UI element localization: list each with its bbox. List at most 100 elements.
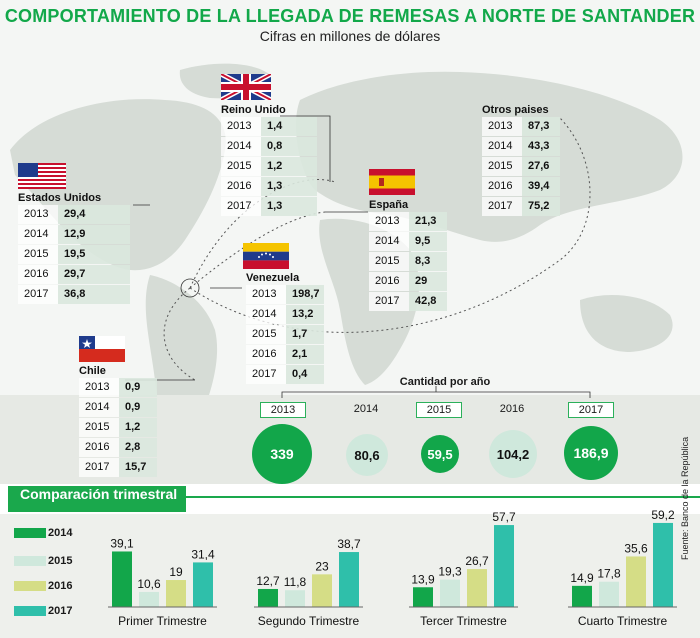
bar-2016-q4 — [626, 556, 646, 607]
country-name: Otros paises — [482, 104, 549, 116]
bar-label-2017-q4: 59,2 — [651, 508, 675, 522]
country-name: Estados Unidos — [18, 192, 102, 204]
table-row: 2015 27,6 — [482, 157, 560, 176]
table-row: 2014 9,5 — [369, 232, 447, 251]
annual-year-2015: 2015 — [416, 402, 462, 418]
country-box-otros-paises: Otros paises 2013 87,3 2014 43,3 2015 27,6 … — [482, 103, 560, 217]
annual-circle-2014: 80,6 — [346, 434, 388, 476]
annual-year-2016: 2016 — [499, 403, 525, 415]
country-name: Reino Unido — [221, 104, 286, 116]
legend-label-2017: 2017 — [48, 605, 73, 617]
table-row: 2014 12,9 — [18, 225, 130, 244]
annual-year-2014: 2014 — [353, 403, 379, 415]
table-row: 2017 75,2 — [482, 197, 560, 216]
bar-2015-q4 — [599, 581, 619, 607]
bar-label-2016-q2: 23 — [315, 559, 329, 573]
bar-label-2014-q3: 13,9 — [411, 572, 435, 586]
bar-label-2014-q4: 14,9 — [570, 571, 594, 585]
bar-2015-q3 — [440, 579, 460, 607]
usa-flag-icon — [18, 163, 66, 189]
bar-label-2015-q3: 19,3 — [438, 565, 462, 579]
country-box-reino-unido: Reino Unido 2013 1,4 2014 0,8 2015 1,2 2016… — [221, 103, 317, 217]
quarterly-divider — [186, 496, 700, 498]
bar-2016-q3 — [467, 569, 487, 607]
venezuela-flag-icon — [243, 243, 289, 269]
bar-2014-q1 — [112, 551, 132, 607]
bar-2014-q3 — [413, 587, 433, 607]
table-row: 2014 13,2 — [246, 305, 324, 324]
bar-label-2017-q3: 57,7 — [492, 510, 516, 524]
bar-label-2015-q2: 11,8 — [284, 575, 307, 589]
table-row: 2015 19,5 — [18, 245, 130, 264]
bar-2016-q1 — [166, 580, 186, 607]
bar-2015-q2 — [285, 590, 305, 607]
legend-label-2016: 2016 — [48, 580, 73, 592]
table-row: 2016 29,7 — [18, 265, 130, 284]
table-row: 2017 0,4 — [246, 365, 324, 384]
country-box-estados-unidos: Estados Unidos 2013 29,4 2014 12,9 2015 19,… — [18, 191, 130, 305]
bar-label-2017-q2: 38,7 — [337, 537, 361, 551]
bar-label-2016-q3: 26,7 — [465, 554, 489, 568]
table-row: 2015 1,2 — [221, 157, 317, 176]
table-row: 2013 198,7 — [246, 285, 324, 304]
page-title: COMPORTAMIENTO DE LA LLEGADA DE REMESAS … — [4, 6, 696, 26]
country-name: Venezuela — [246, 272, 300, 284]
bar-2017-q3 — [494, 525, 514, 607]
bar-label-2016-q4: 35,6 — [624, 541, 648, 555]
bar-2016-q2 — [312, 574, 332, 607]
quarterly-title: Comparación trimestral — [8, 486, 186, 512]
annual-year-2013: 2013 — [260, 402, 306, 418]
chile-flag-icon — [79, 336, 125, 362]
annual-circle-2013: 339 — [252, 424, 312, 484]
page-subtitle: Cifras en millones de dólares — [259, 28, 441, 44]
country-name: Chile — [79, 365, 106, 377]
bar-label-2016-q1: 19 — [169, 565, 183, 579]
country-name: España — [369, 199, 409, 211]
category-label-q3: Tercer Trimestre — [420, 614, 507, 628]
table-row: 2016 2,1 — [246, 345, 324, 364]
annual-circle-2015: 59,5 — [421, 435, 459, 473]
legend-swatch-2016 — [14, 581, 46, 591]
annual-circle-2017: 186,9 — [564, 426, 618, 480]
table-row: 2017 15,7 — [79, 458, 157, 477]
bar-2014-q2 — [258, 588, 278, 607]
category-label-q4: Cuarto Trimestre — [578, 614, 668, 628]
table-row: 2015 1,2 — [79, 418, 157, 437]
table-row: 2014 0,9 — [79, 398, 157, 417]
table-row: 2014 0,8 — [221, 137, 317, 156]
table-row: 2016 39,4 — [482, 177, 560, 196]
table-row: 2013 1,4 — [221, 117, 317, 136]
bar-label-2015-q1: 10,6 — [137, 577, 161, 591]
table-row: 2014 43,3 — [482, 137, 560, 156]
bar-2017-q4 — [653, 522, 673, 607]
annual-year-2017: 2017 — [568, 402, 614, 418]
table-row: 2016 29 — [369, 272, 447, 291]
table-row: 2017 1,3 — [221, 197, 317, 216]
country-box-venezuela: Venezuela 2013 198,7 2014 13,2 2015 1,7 201… — [246, 271, 324, 385]
bar-2014-q4 — [572, 585, 592, 607]
table-row: 2017 36,8 — [18, 285, 130, 304]
bar-label-2015-q4: 17,8 — [597, 567, 621, 581]
bar-label-2014-q2: 12,7 — [256, 574, 280, 588]
category-label-q2: Segundo Trimestre — [258, 614, 360, 628]
annual-circle-2016: 104,2 — [489, 430, 537, 478]
table-row: 2013 0,9 — [79, 378, 157, 397]
legend-label-2015: 2015 — [48, 555, 73, 567]
bar-label-2014-q1: 39,1 — [110, 536, 134, 550]
table-row: 2015 1,7 — [246, 325, 324, 344]
country-box-chile: Chile 2013 0,9 2014 0,9 2015 1,2 2016 2,8 20… — [79, 364, 157, 478]
bar-label-2017-q1: 31,4 — [191, 547, 215, 561]
table-row: 2013 29,4 — [18, 205, 130, 224]
source-note: Fuente: Banco de la República — [680, 436, 690, 560]
table-row: 2013 21,3 — [369, 212, 447, 231]
table-row: 2017 42,8 — [369, 292, 447, 311]
legend-swatch-2014 — [14, 528, 46, 538]
bar-2017-q1 — [193, 562, 213, 607]
legend-swatch-2015 — [14, 556, 46, 566]
uk-flag-icon — [221, 74, 271, 100]
country-box-espana: España 2013 21,3 2014 9,5 2015 8,3 2016 29 2… — [369, 198, 447, 312]
annual-title: Cantidad por año — [399, 376, 491, 388]
table-row: 2016 2,8 — [79, 438, 157, 457]
table-row: 2016 1,3 — [221, 177, 317, 196]
